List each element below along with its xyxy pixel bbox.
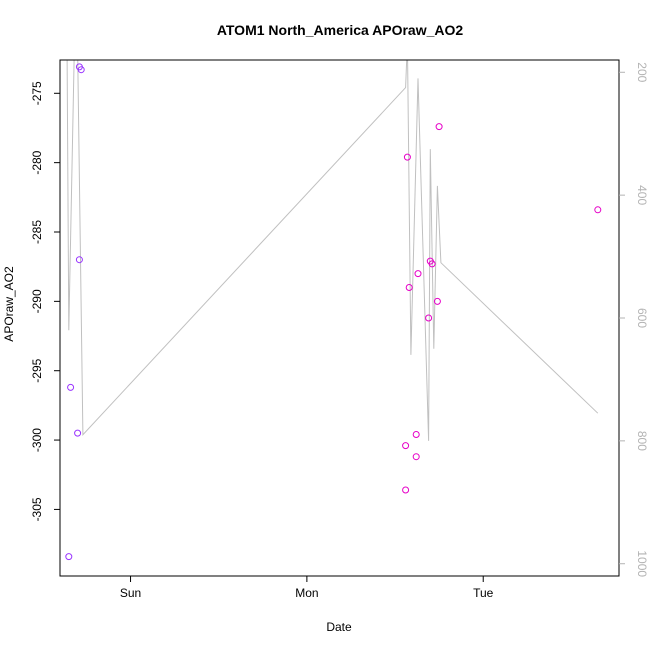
data-point	[74, 429, 82, 437]
data-point	[402, 442, 410, 450]
y-axis-label: APOraw_AO2	[2, 266, 16, 342]
data-point	[412, 453, 420, 461]
data-point	[594, 206, 602, 214]
y2-tick-label: 200	[635, 62, 649, 82]
data-point	[412, 431, 420, 438]
y-tick-label: -275	[30, 81, 44, 105]
data-point	[402, 486, 410, 494]
data-point	[414, 270, 422, 278]
x-tick-label: Tue	[473, 586, 494, 600]
y-tick-label: -295	[30, 358, 44, 382]
data-point	[65, 553, 73, 561]
chart-title: ATOM1 North_America APOraw_AO2	[217, 22, 464, 38]
y-tick-label: -305	[30, 497, 44, 521]
y-tick-label: -280	[30, 150, 44, 174]
y-tick-label: -285	[30, 220, 44, 244]
data-point	[433, 297, 441, 305]
y-tick-label: -290	[30, 289, 44, 313]
series-line	[66, 60, 599, 441]
data-point	[405, 284, 413, 291]
data-point	[77, 66, 85, 74]
x-axis-label: Date	[326, 620, 352, 634]
data-point	[428, 260, 436, 268]
data-point	[435, 123, 443, 131]
y2-tick-label: 400	[635, 185, 649, 205]
x-tick-label: Sun	[120, 586, 141, 600]
y2-tick-label: 1000	[635, 550, 649, 577]
x-tick-label: Mon	[295, 586, 318, 600]
y2-tick-label: 600	[635, 308, 649, 328]
data-point	[67, 383, 75, 391]
y-tick-label: -300	[30, 428, 44, 452]
plot-frame	[59, 59, 620, 577]
data-point	[75, 256, 83, 264]
y2-tick-label: 800	[635, 431, 649, 451]
data-point	[403, 153, 411, 161]
data-point	[425, 314, 433, 322]
